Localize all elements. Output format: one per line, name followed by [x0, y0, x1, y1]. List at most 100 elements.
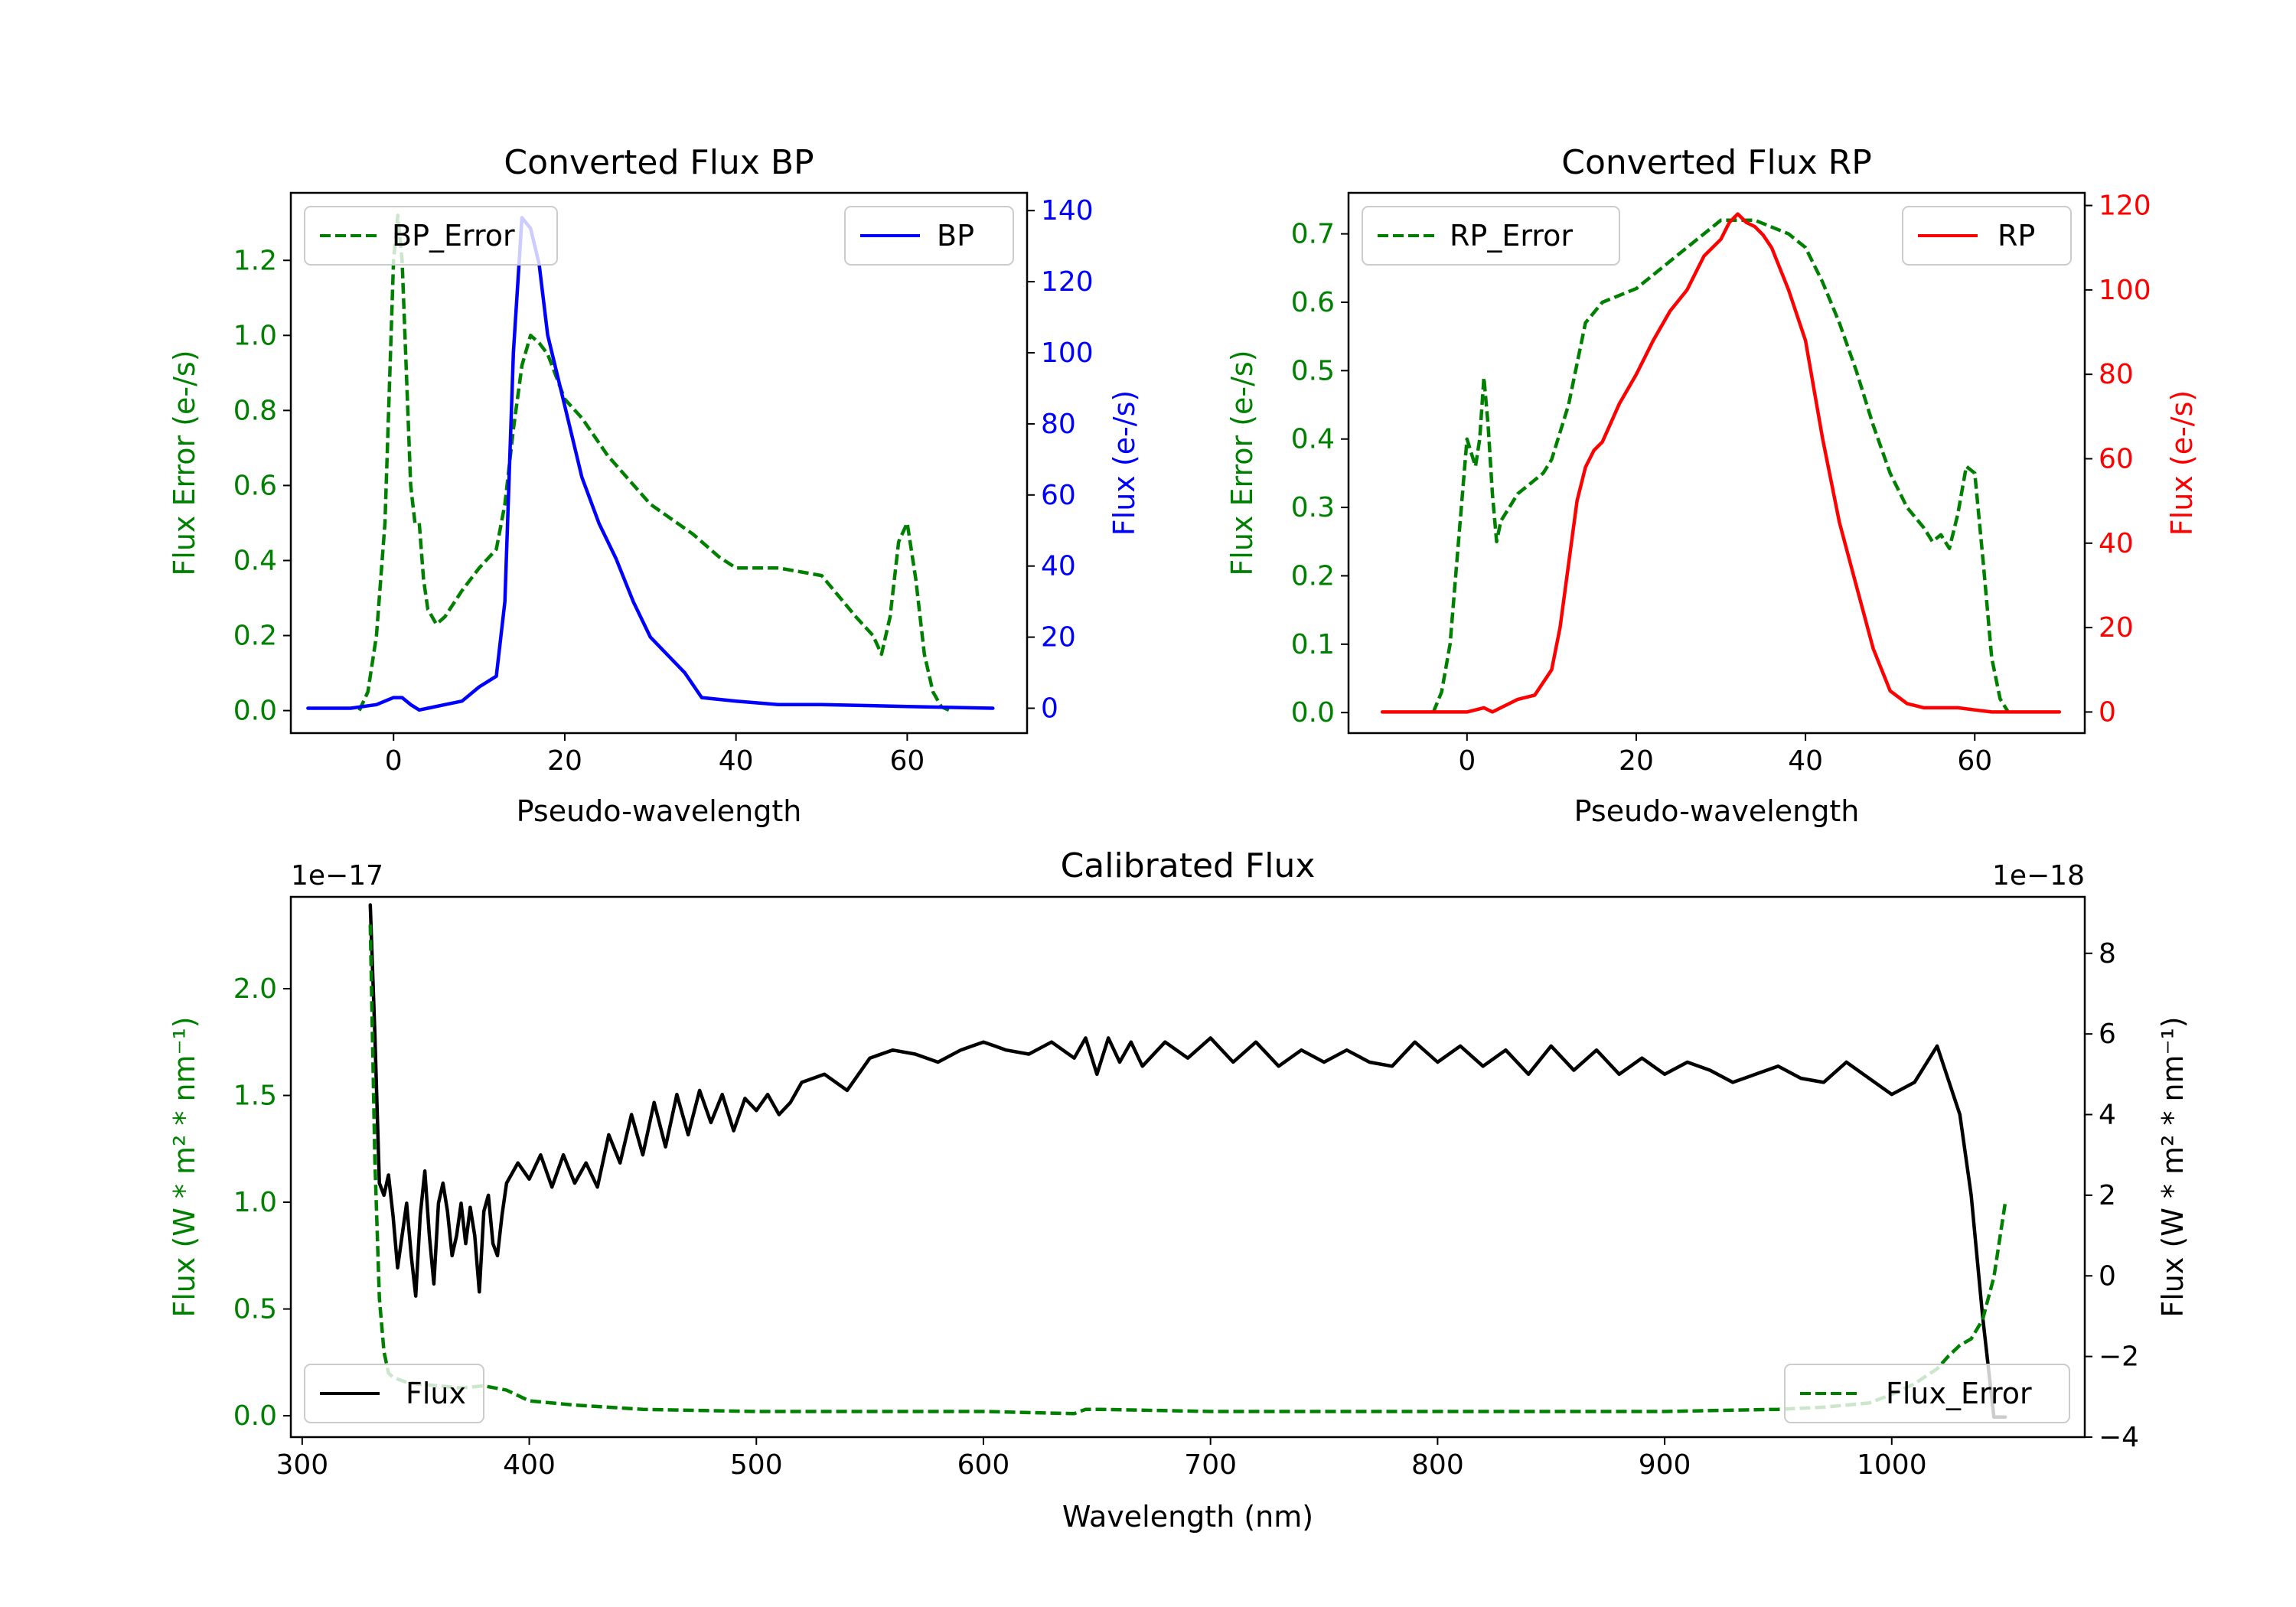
bp-xtick-label-2: 40 — [719, 745, 754, 777]
rp-series-rp — [1380, 212, 2062, 714]
cal-ylabel-left: Flux (W * m² * nm⁻¹) — [168, 1016, 201, 1317]
cal-ytick-right-label-3: 2 — [2099, 1180, 2116, 1211]
bp-ytick-left-label-2: 0.4 — [233, 545, 277, 576]
cal-ytick-right-label-4: 4 — [2099, 1100, 2116, 1131]
cal-ytick-right-label-6: 8 — [2099, 938, 2116, 970]
cal-tick-group: 300 400 500 600 700 800 900 1000 0.0 0.5 1.0 1.5 2.0… — [233, 938, 2139, 1481]
cal-offset-left: 1e−17 — [291, 860, 383, 892]
rp-plot-frame — [1347, 191, 2086, 735]
cal-ytick-left-label-2: 1.0 — [233, 1187, 277, 1218]
cal-ytick-left-label-4: 2.0 — [233, 973, 277, 1005]
bp-panel: Converted Flux BP 0 20 40 60 0.0 0.2 0.4 0.6 0.8… — [168, 143, 1141, 828]
rp-ytick-right-label-4: 80 — [2099, 359, 2134, 390]
bp-legend-error-text: BP_Error — [392, 219, 515, 253]
bp-ylabel-right: Flux (e-/s) — [1107, 390, 1141, 536]
bp-ytick-right-label-4: 80 — [1041, 409, 1076, 440]
bp-xtick-label-3: 60 — [889, 745, 925, 777]
bp-legend-flux-text: BP — [937, 219, 974, 253]
rp-series-group — [1380, 212, 2062, 714]
rp-ytick-left-label-0: 0.0 — [1291, 697, 1335, 729]
bp-xtick-label-1: 20 — [547, 745, 582, 777]
cal-ytick-left-label-1: 0.5 — [233, 1294, 277, 1325]
rp-legend-flux-text: RP — [1998, 219, 2035, 253]
bp-legend-right: BP — [844, 206, 1014, 266]
cal-xtick-label-6: 900 — [1639, 1449, 1691, 1481]
rp-title: Converted Flux RP — [1561, 143, 1872, 182]
bp-ytick-right-label-7: 140 — [1041, 195, 1094, 227]
bp-xlabel: Pseudo-wavelength — [517, 794, 802, 828]
bp-ytick-left-label-1: 0.2 — [233, 621, 277, 652]
bp-plot-frame — [289, 191, 1029, 735]
rp-ytick-right-label-3: 60 — [2099, 443, 2134, 474]
rp-ytick-left-label-3: 0.3 — [1291, 492, 1335, 523]
cal-ytick-right-label-1: −2 — [2099, 1341, 2139, 1373]
cal-xtick-label-2: 500 — [730, 1449, 783, 1481]
rp-xlabel: Pseudo-wavelength — [1574, 794, 1860, 828]
bp-ytick-left-label-0: 0.0 — [233, 696, 277, 727]
rp-xtick-label-3: 60 — [1957, 745, 1992, 777]
bp-ytick-right-label-0: 0 — [1041, 693, 1058, 724]
bp-ytick-left-label-6: 1.2 — [233, 245, 277, 276]
rp-ytick-left-label-2: 0.2 — [1291, 560, 1335, 592]
cal-ytick-right-label-2: 0 — [2099, 1260, 2116, 1292]
cal-series-group — [368, 903, 2007, 1419]
rp-ytick-left-label-1: 0.1 — [1291, 629, 1335, 660]
cal-xtick-label-7: 1000 — [1857, 1449, 1927, 1481]
bp-series-bp-error — [357, 214, 951, 712]
rp-ytick-left-label-4: 0.4 — [1291, 424, 1335, 455]
cal-ytick-left-label-3: 1.5 — [233, 1081, 277, 1112]
bp-ytick-right-label-1: 20 — [1041, 622, 1076, 654]
cal-legend-flux-text: Flux — [406, 1377, 466, 1410]
rp-ylabel-left: Flux Error (e-/s) — [1225, 350, 1259, 575]
rp-xtick-label-1: 20 — [1619, 745, 1654, 777]
cal-title: Calibrated Flux — [1061, 846, 1316, 885]
cal-legend-right: Flux_Error — [1784, 1364, 2070, 1423]
bp-ytick-right-label-2: 40 — [1041, 551, 1076, 582]
bp-legend-left: BP_Error — [304, 206, 558, 266]
cal-series-flux — [368, 903, 2007, 1419]
cal-ytick-right-label-0: −4 — [2099, 1422, 2139, 1453]
rp-ylabel-right: Flux (e-/s) — [2165, 390, 2199, 536]
rp-ytick-left-label-6: 0.6 — [1291, 287, 1335, 318]
cal-ytick-right-label-5: 6 — [2099, 1019, 2116, 1050]
rp-ytick-right-label-2: 40 — [2099, 528, 2134, 559]
rp-tick-group: 0 20 40 60 0.0 0.1 0.2 0.3 0.4 0.5 0.6 0.7 0 20 40 60 80… — [1291, 191, 2151, 777]
rp-ytick-right-label-1: 20 — [2099, 612, 2134, 644]
bp-series-bp — [306, 216, 995, 712]
rp-ytick-left-label-7: 0.7 — [1291, 219, 1335, 250]
cal-xtick-label-1: 400 — [503, 1449, 556, 1481]
cal-offset-right: 1e−18 — [1992, 860, 2085, 892]
rp-panel: Converted Flux RP 0 20 40 60 0.0 0.1 0.2 0.3 0.4… — [1225, 143, 2199, 828]
bp-ytick-right-label-6: 120 — [1041, 266, 1094, 298]
rp-ytick-right-label-0: 0 — [2099, 696, 2116, 728]
cal-panel: Calibrated Flux 1e−17 1e−18 300 400 500 600… — [168, 846, 2190, 1534]
bp-tick-group: 0 20 40 60 0.0 0.2 0.4 0.6 0.8 1.0 1.2 0 20 40 60 80 100… — [233, 195, 1094, 777]
rp-xtick-label-2: 40 — [1788, 745, 1823, 777]
bp-ytick-left-label-4: 0.8 — [233, 395, 277, 426]
rp-legend-left: RP_Error — [1362, 206, 1620, 266]
cal-series-flux-error — [368, 924, 2007, 1416]
cal-ylabel-right: Flux (W * m² * nm⁻¹) — [2156, 1016, 2190, 1317]
rp-ytick-left-label-5: 0.5 — [1291, 355, 1335, 386]
cal-xtick-label-0: 300 — [276, 1449, 328, 1481]
cal-xtick-label-4: 700 — [1184, 1449, 1237, 1481]
cal-legend-left: Flux — [304, 1364, 484, 1423]
bp-ylabel-left: Flux Error (e-/s) — [168, 350, 201, 575]
bp-ytick-right-label-5: 100 — [1041, 337, 1094, 369]
bp-series-group — [306, 214, 995, 712]
cal-xtick-label-5: 800 — [1411, 1449, 1464, 1481]
rp-ytick-right-label-6: 120 — [2099, 191, 2151, 222]
rp-series-rp-error — [1431, 218, 2011, 714]
rp-legend-error-text: RP_Error — [1450, 219, 1573, 253]
bp-ytick-right-label-3: 60 — [1041, 480, 1076, 511]
bp-xtick-label-0: 0 — [385, 745, 403, 777]
cal-xtick-label-3: 600 — [957, 1449, 1010, 1481]
cal-ytick-left-label-0: 0.0 — [233, 1400, 277, 1432]
bp-ytick-left-label-5: 1.0 — [233, 320, 277, 351]
rp-xtick-label-0: 0 — [1458, 745, 1476, 777]
cal-xlabel: Wavelength (nm) — [1062, 1500, 1313, 1534]
rp-ytick-right-label-5: 100 — [2099, 275, 2151, 306]
cal-plot-frame — [289, 895, 2086, 1439]
bp-title: Converted Flux BP — [504, 143, 814, 182]
